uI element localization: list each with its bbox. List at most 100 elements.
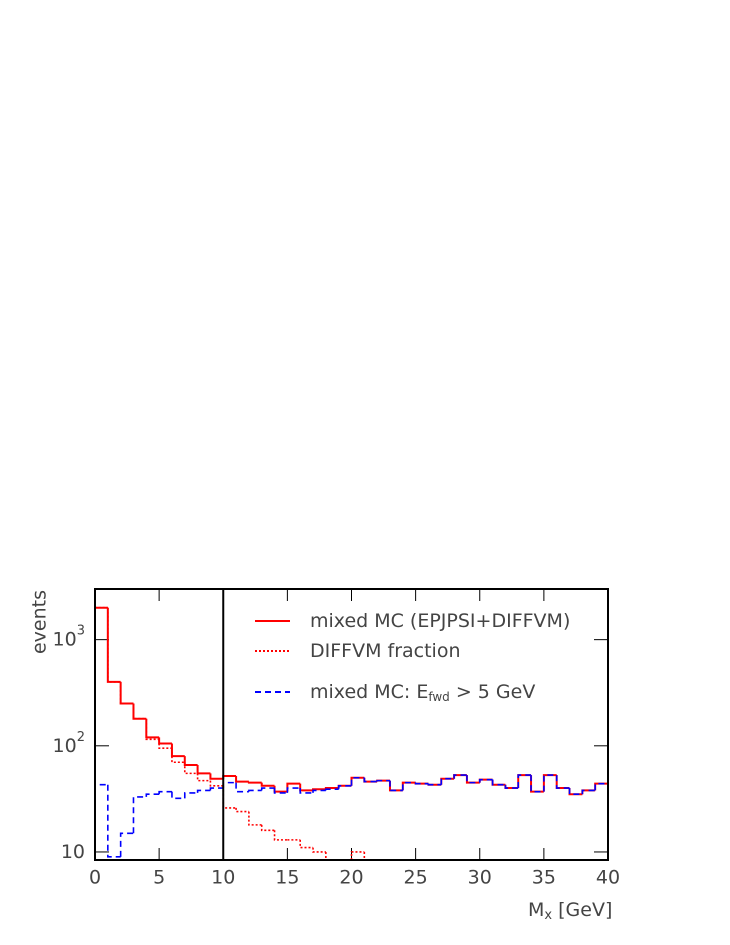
histogram-step [517, 774, 532, 789]
histogram-step [247, 781, 262, 784]
histogram-step [170, 743, 185, 758]
y-tick-base: 10 [53, 628, 77, 650]
histogram-step [119, 681, 134, 705]
y-axis-label: events [29, 590, 51, 654]
histogram-step [196, 764, 211, 775]
histogram-step [517, 774, 532, 789]
histogram-step [145, 718, 160, 739]
x-axis-label: Mx [GeV] [528, 899, 612, 923]
histogram-step [594, 782, 609, 860]
histogram-step [222, 781, 237, 789]
legend-name: DIFFVM fraction [310, 640, 461, 662]
histogram-step [107, 607, 121, 683]
histogram-step [376, 779, 390, 782]
histogram-step [555, 775, 570, 789]
y-tick-base: 10 [53, 734, 77, 756]
histogram-step [402, 781, 416, 791]
histogram-step [504, 784, 519, 789]
histogram-step [350, 851, 365, 860]
histogram-step [312, 789, 326, 793]
histogram-step [466, 775, 480, 784]
histogram-step [132, 703, 147, 720]
x-label-suffix: [GeV] [552, 899, 612, 921]
histogram-step [453, 774, 467, 779]
histogram-step [414, 782, 429, 785]
y-tick-label: 10 [61, 840, 85, 862]
x-tick-label: 25 [404, 867, 428, 889]
x-tick-label: 15 [275, 867, 299, 889]
histogram-step [325, 788, 339, 791]
x-tick-label: 10 [211, 867, 235, 889]
histogram-step [299, 788, 314, 794]
histogram-step [312, 847, 326, 853]
histogram-step [183, 792, 198, 799]
x-label-sub: x [544, 908, 552, 923]
histogram-step [132, 703, 147, 720]
histogram-step [440, 777, 455, 785]
histogram-step [299, 783, 314, 792]
y-tick-exponent: 2 [77, 729, 85, 744]
histogram-step [209, 787, 224, 791]
histogram-step [363, 851, 378, 861]
histogram-step [235, 775, 249, 783]
histogram-step [158, 739, 172, 749]
histogram-step [260, 787, 275, 791]
histogram-step [158, 790, 172, 795]
y-tick-exponent: 3 [77, 623, 85, 638]
histogram-step [235, 807, 249, 813]
histogram-step [183, 762, 198, 775]
histogram-step [196, 773, 211, 782]
plot-frame [94, 588, 609, 861]
legend-suffix: > 5 GeV [450, 681, 536, 703]
legend-name: mixed MC (EPJPSI+DIFFVM) [310, 610, 570, 632]
histogram-step [427, 783, 442, 786]
x-tick-label: 5 [153, 867, 165, 889]
y-tick-label: 102 [53, 729, 85, 756]
histogram-step [235, 782, 249, 793]
histogram-step [594, 782, 609, 860]
histogram-step [388, 780, 403, 792]
histogram-step [543, 774, 557, 792]
x-tick-label: 20 [339, 867, 363, 889]
histogram-step [260, 782, 275, 787]
histogram-step [568, 788, 583, 796]
histogram-step [132, 796, 147, 834]
histogram-step [530, 775, 544, 793]
histogram-step [286, 787, 301, 793]
x-label-main: M [528, 899, 544, 921]
legend-label: mixed MC: Efwd > 5 GeV [310, 681, 535, 704]
histogram-step [273, 785, 288, 793]
histogram-step [363, 777, 378, 783]
histogram-step [183, 756, 198, 766]
x-tick-label: 30 [468, 867, 492, 889]
histogram-step [337, 785, 352, 790]
histogram-step [196, 789, 211, 793]
histogram-step [209, 780, 224, 787]
histogram-step [145, 718, 160, 741]
histogram-step [401, 781, 416, 791]
histogram-step [107, 784, 121, 858]
histogram-step [158, 737, 172, 745]
histogram-step [491, 779, 506, 786]
x-tick-label: 35 [532, 867, 556, 889]
histogram-step [94, 606, 108, 860]
histogram-step [389, 780, 403, 792]
histogram-step [94, 606, 108, 860]
histogram-step [260, 824, 275, 832]
histogram-step [209, 773, 224, 780]
histogram-step [171, 748, 185, 764]
legend-name: mixed MC: E [310, 681, 428, 703]
histogram-step [350, 776, 365, 786]
legend-label: mixed MC (EPJPSI+DIFFVM) [310, 610, 570, 632]
x-tick-label: 0 [89, 867, 101, 889]
histogram-step [350, 776, 365, 786]
histogram-step [465, 775, 480, 784]
histogram-step [106, 607, 121, 683]
histogram-step [273, 830, 288, 841]
histogram-step [273, 788, 288, 794]
legend-subscript: fwd [428, 690, 449, 704]
histogram-step [581, 789, 596, 795]
histogram-step [568, 788, 583, 796]
y-tick-label: 103 [53, 623, 85, 650]
